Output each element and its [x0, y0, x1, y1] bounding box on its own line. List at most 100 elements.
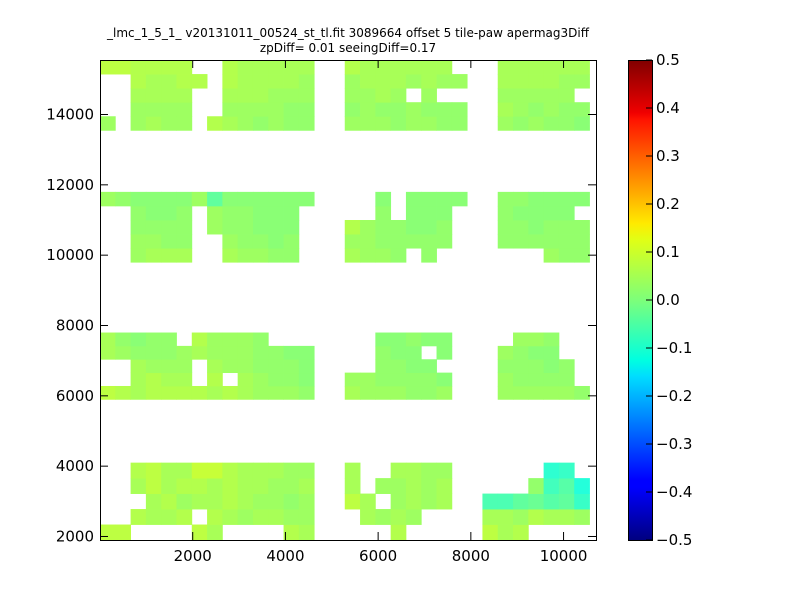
heatmap-cell [574, 74, 590, 89]
heatmap-cell [176, 509, 193, 525]
heatmap-cell [176, 359, 193, 374]
heatmap-cell [390, 493, 407, 510]
heatmap-cell [528, 478, 545, 494]
heatmap-cell [375, 220, 392, 235]
colorbar-frame [628, 60, 653, 541]
heatmap-cell [558, 248, 575, 263]
heatmap-cell [161, 345, 177, 360]
heatmap-cell [252, 493, 269, 510]
heatmap-cell [145, 509, 162, 525]
heatmap-cell [252, 359, 269, 374]
heatmap-cell [237, 345, 254, 360]
heatmap-cell [237, 248, 254, 263]
heatmap-cell [207, 524, 223, 541]
heatmap-cell [375, 332, 392, 347]
heatmap-cell [513, 102, 529, 117]
heatmap-cell [100, 385, 116, 400]
heatmap-cell [543, 478, 560, 494]
heatmap-cell [145, 478, 162, 494]
chart-title-line-1: _lmc_1_5_1_ v20131011_00524_st_tl.fit 30… [106, 26, 590, 40]
heatmap-cell [161, 248, 177, 263]
heatmap-cell [145, 74, 162, 89]
heatmap-cell [222, 493, 239, 510]
heatmap-cell [130, 220, 147, 235]
heatmap-cell [207, 205, 223, 221]
heatmap-cell [130, 248, 147, 263]
heatmap-cell [130, 74, 147, 89]
heatmap-cell [207, 116, 223, 131]
heatmap-cell [497, 220, 514, 235]
heatmap-cell [252, 385, 269, 400]
heatmap-cell [513, 74, 529, 89]
heatmap-cell [176, 116, 193, 131]
heatmap-cell [268, 462, 284, 479]
heatmap-cell [298, 345, 315, 360]
heatmap-cell [298, 74, 315, 89]
colorbar-tick-label: 0.4 [656, 99, 680, 117]
heatmap-cell [100, 116, 116, 131]
heatmap-cell [283, 493, 300, 510]
heatmap-cell [100, 60, 116, 75]
heatmap-cell [451, 191, 468, 207]
heatmap-cell [237, 60, 254, 75]
heatmap-cell [482, 493, 499, 510]
heatmap-cell [436, 220, 453, 235]
heatmap-cell [298, 478, 315, 494]
heatmap-cell [176, 88, 193, 103]
heatmap-cell [344, 88, 361, 103]
heatmap-cell [497, 205, 514, 221]
heatmap-cell [268, 385, 284, 400]
heatmap-cell [360, 385, 376, 400]
heatmap-cell [222, 332, 239, 347]
heatmap-cell [283, 478, 300, 494]
plot-frame [100, 60, 597, 541]
heatmap-cell [436, 493, 453, 510]
heatmap-cell [513, 372, 529, 387]
heatmap-cell [558, 205, 575, 221]
heatmap-cell [268, 372, 284, 387]
heatmap-cell [513, 191, 529, 207]
colorbar-tick-label: −0.1 [656, 339, 692, 357]
heatmap-cell [543, 372, 560, 387]
heatmap-cell [436, 345, 453, 360]
y-tick-label: 12000 [46, 176, 94, 194]
heatmap-cell [497, 493, 514, 510]
heatmap-cell [222, 462, 239, 479]
heatmap-cell [360, 248, 376, 263]
heatmap-cell [268, 493, 284, 510]
heatmap-cell [283, 462, 300, 479]
heatmap-cell [115, 345, 131, 360]
heatmap-cell [161, 220, 177, 235]
heatmap-cell [252, 248, 269, 263]
heatmap-cell [344, 385, 361, 400]
heatmap-cell [574, 60, 590, 75]
heatmap-cell [237, 493, 254, 510]
plot-area: 2000 4000 6000 8000 10000 2000 4000 6000 8000 10… [46, 60, 597, 565]
heatmap-cell [513, 205, 529, 221]
heatmap-cell [237, 478, 254, 494]
heatmap-cell [375, 116, 392, 131]
heatmap-cell [528, 220, 545, 235]
heatmap-cell [298, 462, 315, 479]
heatmap-cell [268, 220, 284, 235]
heatmap-cell [375, 234, 392, 249]
heatmap-cell [558, 359, 575, 374]
heatmap-cell [252, 220, 269, 235]
heatmap-cell [405, 74, 422, 89]
heatmap-cell [176, 385, 193, 400]
heatmap-cell [161, 462, 177, 479]
heatmap-cell [252, 88, 269, 103]
heatmap-cell [497, 116, 514, 131]
heatmap-cell [298, 524, 315, 541]
heatmap-cell [528, 509, 545, 525]
heatmap-cell [390, 116, 407, 131]
heatmap-cell [543, 385, 560, 400]
heatmap-cell [528, 74, 545, 89]
heatmap-cell [558, 385, 575, 400]
heatmap-cell [436, 462, 453, 479]
heatmap-cell [513, 509, 529, 525]
heatmap-cell [283, 60, 300, 75]
heatmap-cell [298, 493, 315, 510]
heatmap-cell [222, 60, 239, 75]
heatmap-cell [207, 462, 223, 479]
